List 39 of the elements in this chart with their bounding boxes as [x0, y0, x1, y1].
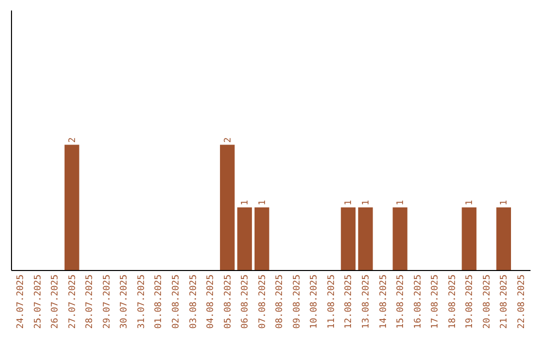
x-tick-label: 29.07.2025 [102, 274, 112, 329]
x-tick-label: 19.08.2025 [465, 274, 476, 329]
data-label: 1 [240, 200, 251, 206]
data-label: 1 [361, 200, 372, 206]
x-tick-label: 16.08.2025 [413, 274, 424, 329]
x-tick-label: 09.08.2025 [292, 274, 302, 329]
x-tick-label: 17.08.2025 [430, 274, 441, 329]
x-tick-label: 01.08.2025 [154, 274, 164, 329]
x-tick-label: 21.08.2025 [500, 274, 510, 329]
data-label: 1 [465, 200, 476, 206]
data-label: 2 [68, 137, 78, 143]
x-tick-label: 15.08.2025 [396, 274, 406, 329]
x-tick-label: 10.08.2025 [310, 274, 320, 329]
x-tick-label: 03.08.2025 [188, 274, 199, 329]
x-tick-label: 06.08.2025 [240, 274, 251, 329]
data-label: 1 [344, 200, 354, 206]
x-tick-label: 02.08.2025 [172, 274, 182, 329]
data-label: 1 [500, 200, 510, 206]
x-tick-label: 12.08.2025 [344, 274, 354, 329]
x-tick-label: 20.08.2025 [482, 274, 492, 329]
x-tick-label: 22.08.2025 [516, 274, 527, 329]
x-tick-label: 18.08.2025 [448, 274, 458, 329]
data-label: 1 [258, 200, 268, 206]
x-tick-label: 28.07.2025 [85, 274, 96, 329]
x-tick-label: 07.08.2025 [258, 274, 268, 329]
x-tick-label: 24.07.2025 [16, 274, 26, 329]
x-tick-label: 08.08.2025 [275, 274, 286, 329]
x-tick-label: 26.07.2025 [50, 274, 61, 329]
x-tick-label: 31.07.2025 [136, 274, 147, 329]
data-label: 1 [396, 200, 406, 206]
x-tick-label: 11.08.2025 [326, 274, 337, 329]
x-tick-label: 05.08.2025 [223, 274, 234, 329]
x-tick-label: 04.08.2025 [206, 274, 216, 329]
x-tick-label: 13.08.2025 [361, 274, 372, 329]
data-label: 2 [223, 137, 234, 143]
x-tick-label: 27.07.2025 [68, 274, 78, 329]
x-tick-label: 30.07.2025 [120, 274, 130, 329]
x-tick-label: 25.07.2025 [33, 274, 44, 329]
x-tick-label: 14.08.2025 [378, 274, 389, 329]
